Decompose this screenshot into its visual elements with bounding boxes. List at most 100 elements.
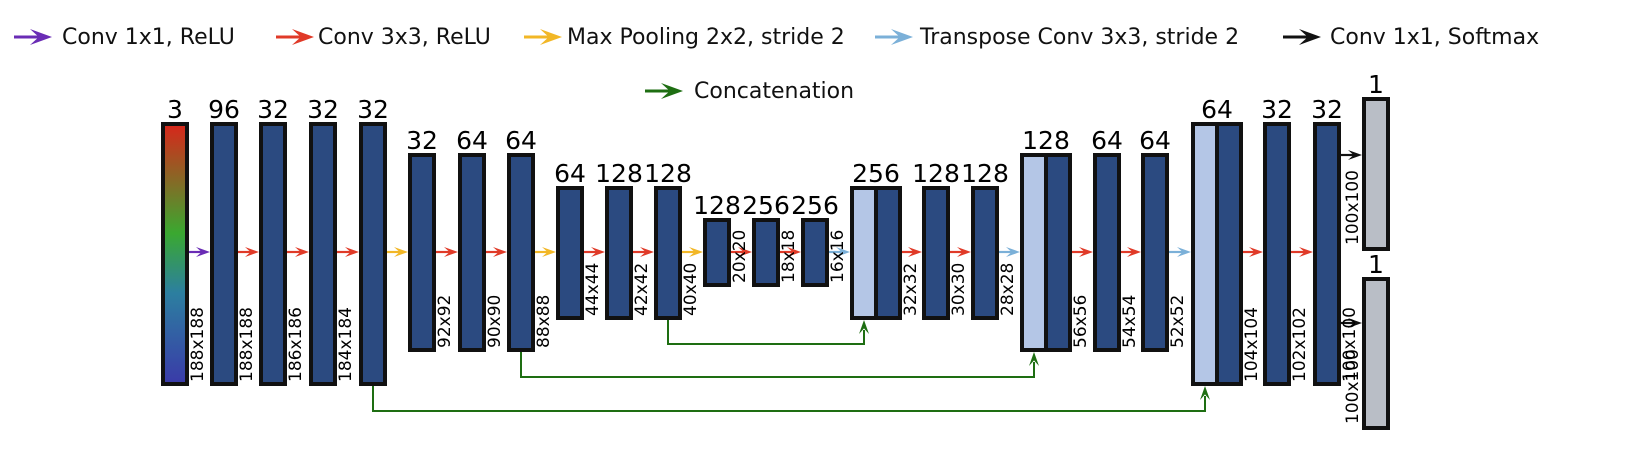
legend-label: Concatenation bbox=[694, 79, 854, 104]
arrowhead bbox=[640, 247, 654, 257]
arrowhead bbox=[908, 247, 922, 257]
channel-count-label: 32 bbox=[257, 95, 289, 124]
block-b3 bbox=[309, 122, 337, 386]
arrowhead bbox=[542, 247, 556, 257]
arrowhead bbox=[245, 247, 259, 257]
spatial-size-label: 32x32 bbox=[901, 263, 921, 316]
spatial-size-label: 40x40 bbox=[681, 263, 701, 316]
purple-arrow-icon bbox=[14, 29, 52, 45]
legend: Conv 1x1, ReLU Conv 3x3, ReLU Max Pooling … bbox=[14, 25, 1539, 104]
skip-feature-block bbox=[1044, 153, 1072, 352]
channel-count-label: 128 bbox=[961, 159, 1009, 188]
spatial-size-label: 90x90 bbox=[485, 295, 505, 348]
spatial-size-label: 54x54 bbox=[1120, 295, 1140, 348]
feature-map-block bbox=[605, 186, 633, 320]
block-b13 bbox=[801, 218, 829, 287]
green-arrow-icon bbox=[645, 83, 683, 99]
upsampled-feature-block bbox=[850, 186, 878, 320]
arrow-conv3_relu bbox=[486, 247, 507, 257]
arrowhead bbox=[345, 247, 359, 257]
arrow-softmax bbox=[1341, 318, 1362, 328]
arrowhead bbox=[1249, 247, 1263, 257]
input-image-block bbox=[161, 122, 189, 386]
skip-connections bbox=[372, 318, 1210, 412]
channel-count-label: 128 bbox=[912, 159, 960, 188]
legend-label: Max Pooling 2x2, stride 2 bbox=[567, 25, 845, 50]
block-b19 bbox=[1141, 153, 1169, 352]
feature-map-block bbox=[1093, 153, 1121, 352]
arrow-maxpool bbox=[387, 247, 408, 257]
arrow-conv3_relu bbox=[1243, 247, 1263, 257]
arrow-transpose bbox=[829, 247, 850, 257]
spatial-size-label: 16x16 bbox=[828, 230, 848, 283]
block-b2 bbox=[259, 122, 287, 386]
block-b9 bbox=[605, 186, 633, 320]
channel-count-label: 128 bbox=[1022, 126, 1070, 155]
skip-connection bbox=[372, 384, 1210, 412]
legend-item-maxpool: Max Pooling 2x2, stride 2 bbox=[524, 25, 845, 50]
feature-map-block bbox=[556, 186, 584, 320]
channel-count-label: 256 bbox=[852, 159, 900, 188]
arrowhead bbox=[394, 247, 408, 257]
operation-arrows bbox=[189, 150, 1362, 328]
arrow-maxpool bbox=[535, 247, 556, 257]
arrowhead bbox=[836, 247, 850, 257]
legend-arrowhead bbox=[1299, 29, 1321, 45]
feature-map-block bbox=[458, 153, 486, 352]
legend-arrowhead bbox=[30, 29, 52, 45]
arrowhead bbox=[493, 247, 507, 257]
channel-count-label: 64 bbox=[1201, 95, 1233, 124]
spatial-size-label: 56x56 bbox=[1071, 295, 1091, 348]
legend-label: Conv 1x1, ReLU bbox=[62, 25, 235, 50]
arrowhead bbox=[295, 247, 309, 257]
channel-count-label: 128 bbox=[644, 159, 692, 188]
channel-count-label: 256 bbox=[742, 191, 790, 220]
legend-label: Transpose Conv 3x3, stride 2 bbox=[919, 25, 1239, 50]
feature-map-block bbox=[654, 186, 682, 320]
block-b16 bbox=[971, 186, 999, 320]
spatial-size-label: 18x18 bbox=[779, 230, 799, 283]
feature-map-block bbox=[922, 186, 950, 320]
feature-map-block bbox=[752, 218, 780, 287]
concat-arrowhead bbox=[1029, 352, 1039, 366]
spatial-size-label: 44x44 bbox=[583, 263, 603, 316]
feature-map-block bbox=[309, 122, 337, 386]
legend-arrowhead bbox=[891, 29, 913, 45]
spatial-size-label: 100x100 bbox=[1343, 349, 1363, 424]
channel-count-label: 1 bbox=[1368, 250, 1384, 279]
block-out2 bbox=[1362, 277, 1390, 430]
arrowhead bbox=[196, 247, 210, 257]
skip-connection bbox=[520, 350, 1039, 378]
spatial-size-label: 188x188 bbox=[237, 307, 257, 382]
channel-count-label: 32 bbox=[406, 126, 438, 155]
feature-map-block bbox=[359, 122, 387, 386]
yellow-arrow-icon bbox=[524, 29, 562, 45]
arrow-maxpool bbox=[682, 247, 703, 257]
arrow-conv3_relu bbox=[337, 247, 359, 257]
channel-count-label: 128 bbox=[693, 191, 741, 220]
spatial-size-label: 20x20 bbox=[730, 230, 750, 283]
arrow-transpose bbox=[1169, 247, 1191, 257]
feature-map-block bbox=[507, 153, 535, 352]
channel-count-label: 1 bbox=[1368, 70, 1384, 99]
spatial-size-label: 100x100 bbox=[1343, 170, 1363, 245]
arrowhead bbox=[591, 247, 605, 257]
arrow-conv3_relu bbox=[780, 247, 801, 257]
legend-item-conv1_relu: Conv 1x1, ReLU bbox=[14, 25, 235, 50]
skip-feature-block bbox=[1215, 122, 1243, 386]
channel-count-label: 96 bbox=[208, 95, 240, 124]
skip-connection bbox=[667, 318, 869, 345]
legend-label: Conv 1x1, Softmax bbox=[1330, 25, 1539, 50]
arrow-conv3_relu bbox=[584, 247, 605, 257]
arrow-conv3_relu bbox=[902, 247, 922, 257]
spatial-size-label: 184x184 bbox=[336, 307, 356, 382]
arrow-conv3_relu bbox=[1121, 247, 1141, 257]
network-blocks bbox=[161, 97, 1390, 430]
red-arrow-icon bbox=[276, 29, 314, 45]
light-blue-arrow-icon bbox=[875, 29, 913, 45]
block-input bbox=[161, 122, 189, 386]
block-labels: 3 188x188 96 188x188 32 186x186 32 184x184 32 32 9… bbox=[167, 70, 1384, 424]
arrow-conv3_relu bbox=[950, 247, 971, 257]
arrowhead bbox=[1079, 247, 1093, 257]
